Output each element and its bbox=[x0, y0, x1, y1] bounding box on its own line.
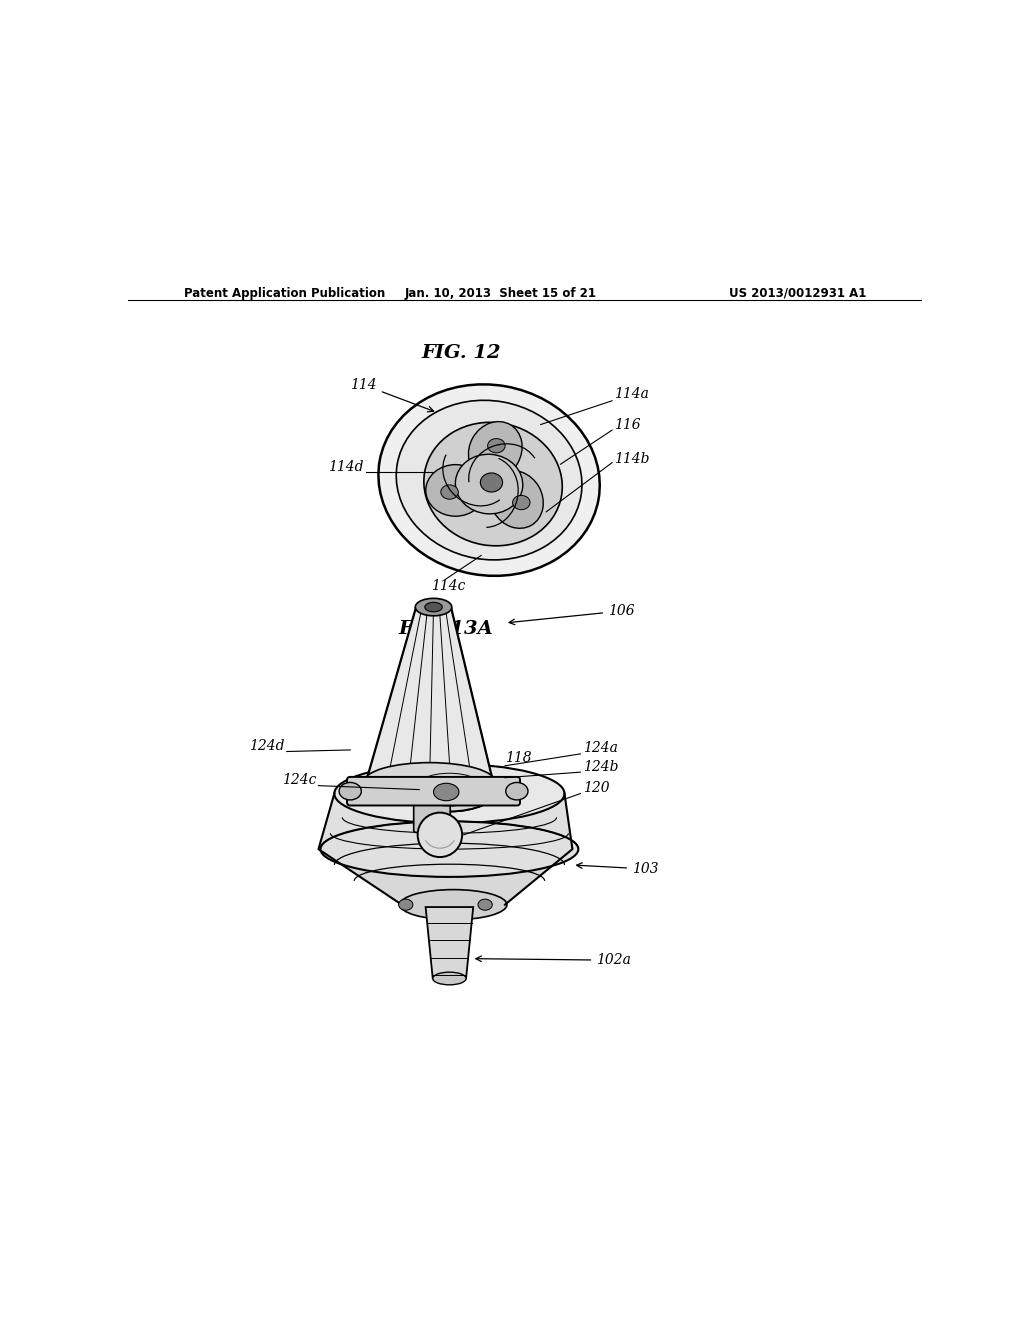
Ellipse shape bbox=[379, 384, 600, 576]
Text: 118: 118 bbox=[465, 751, 531, 784]
Text: 114c: 114c bbox=[431, 578, 465, 593]
Ellipse shape bbox=[506, 783, 528, 800]
Ellipse shape bbox=[489, 471, 544, 528]
Text: FIG. 13A: FIG. 13A bbox=[398, 619, 493, 638]
Polygon shape bbox=[426, 907, 473, 978]
Text: 106: 106 bbox=[509, 605, 635, 624]
Ellipse shape bbox=[401, 768, 497, 812]
Ellipse shape bbox=[456, 454, 523, 513]
Ellipse shape bbox=[399, 890, 507, 920]
Text: 124a: 124a bbox=[583, 742, 617, 755]
Ellipse shape bbox=[478, 899, 493, 911]
Ellipse shape bbox=[425, 602, 442, 612]
Text: 102a: 102a bbox=[476, 953, 631, 968]
Ellipse shape bbox=[321, 821, 579, 876]
Text: 124c: 124c bbox=[282, 774, 316, 787]
Ellipse shape bbox=[401, 768, 497, 812]
Text: Patent Application Publication: Patent Application Publication bbox=[183, 286, 385, 300]
Ellipse shape bbox=[487, 438, 505, 453]
Ellipse shape bbox=[433, 972, 466, 985]
Ellipse shape bbox=[398, 899, 413, 911]
Circle shape bbox=[418, 813, 462, 857]
Polygon shape bbox=[367, 607, 494, 781]
Ellipse shape bbox=[365, 763, 495, 801]
Polygon shape bbox=[318, 849, 572, 904]
Text: 103: 103 bbox=[577, 862, 658, 876]
Text: 114: 114 bbox=[350, 378, 433, 412]
Ellipse shape bbox=[426, 465, 485, 516]
Ellipse shape bbox=[334, 764, 564, 824]
Text: US 2013/0012931 A1: US 2013/0012931 A1 bbox=[729, 286, 866, 300]
Text: 116: 116 bbox=[614, 417, 641, 432]
Ellipse shape bbox=[416, 598, 452, 616]
Ellipse shape bbox=[396, 400, 582, 560]
Text: 124b: 124b bbox=[583, 759, 618, 774]
Ellipse shape bbox=[339, 783, 361, 800]
Ellipse shape bbox=[433, 783, 459, 801]
Text: 114b: 114b bbox=[614, 451, 650, 466]
Text: FIG. 12: FIG. 12 bbox=[422, 345, 501, 362]
Ellipse shape bbox=[513, 495, 530, 510]
Polygon shape bbox=[318, 793, 572, 849]
Ellipse shape bbox=[480, 473, 503, 492]
Ellipse shape bbox=[441, 484, 459, 499]
Text: 114d: 114d bbox=[329, 459, 364, 474]
FancyBboxPatch shape bbox=[347, 777, 520, 805]
Text: 124d: 124d bbox=[249, 739, 285, 752]
Ellipse shape bbox=[425, 814, 442, 829]
Text: Jan. 10, 2013  Sheet 15 of 21: Jan. 10, 2013 Sheet 15 of 21 bbox=[404, 286, 597, 300]
Ellipse shape bbox=[424, 422, 562, 546]
Text: 120: 120 bbox=[583, 781, 609, 795]
FancyBboxPatch shape bbox=[414, 796, 451, 833]
Ellipse shape bbox=[468, 421, 522, 479]
Text: 114a: 114a bbox=[614, 387, 649, 401]
